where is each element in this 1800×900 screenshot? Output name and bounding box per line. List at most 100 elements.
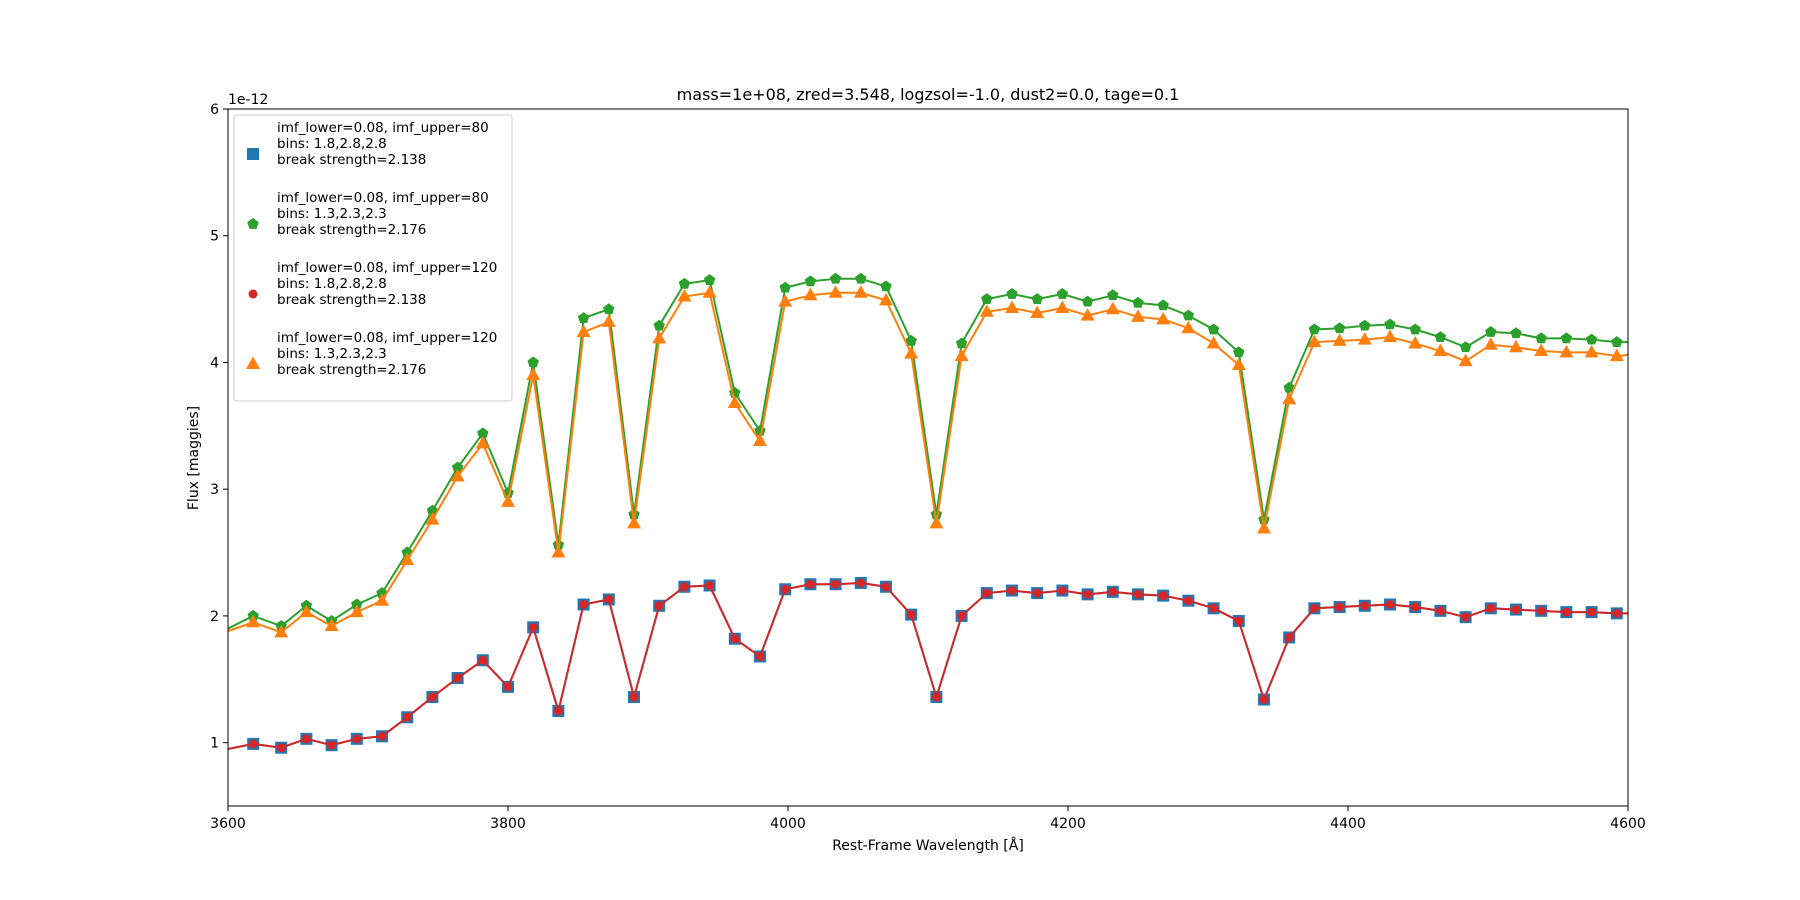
data-point-4 [1332, 333, 1347, 346]
data-point-4 [1282, 391, 1297, 405]
legend-marker-3 [248, 289, 258, 299]
data-point-4 [1005, 300, 1019, 313]
data-point-4 [778, 294, 793, 307]
data-point-2 [1157, 299, 1169, 311]
data-point-2 [527, 356, 539, 368]
data-point-2 [1233, 346, 1245, 358]
data-point-3 [402, 712, 412, 722]
data-point-4 [246, 614, 261, 628]
data-point-4 [1383, 329, 1397, 343]
data-point-3 [805, 579, 815, 589]
data-point-4 [324, 618, 339, 632]
data-point-4 [1030, 305, 1045, 319]
data-point-3 [1536, 606, 1546, 616]
data-point-4 [1458, 353, 1473, 367]
data-point-4 [702, 285, 717, 298]
data-point-3 [982, 588, 992, 598]
data-point-2 [1434, 331, 1447, 342]
data-point-3 [1209, 603, 1219, 613]
data-point-2 [905, 334, 917, 346]
x-tick-label: 4000 [770, 816, 806, 832]
data-point-4 [828, 285, 843, 298]
x-tick-label: 4200 [1050, 816, 1086, 832]
data-point-3 [352, 734, 362, 744]
data-point-3 [1158, 591, 1168, 601]
data-point-4 [1206, 335, 1221, 349]
data-point-3 [528, 622, 538, 632]
data-point-4 [475, 436, 490, 449]
data-point-4 [1584, 344, 1599, 358]
data-point-2 [1056, 288, 1069, 299]
data-point-3 [881, 582, 891, 592]
legend-entry-2-line-1: imf_lower=0.08, imf_upper=80 [277, 190, 489, 206]
data-point-4 [349, 604, 364, 618]
y-tick-label: 5 [210, 229, 219, 245]
data-point-3 [1511, 605, 1521, 615]
data-point-4 [1357, 332, 1372, 345]
data-point-2 [1611, 336, 1623, 348]
data-point-4 [400, 552, 415, 566]
data-point-4 [803, 287, 818, 301]
data-point-3 [654, 601, 664, 611]
data-point-3 [1284, 632, 1294, 642]
data-point-4 [627, 515, 641, 529]
data-point-4 [601, 314, 616, 327]
data-point-4 [677, 289, 692, 302]
data-point-3 [1032, 588, 1042, 598]
data-point-3 [327, 740, 337, 750]
data-point-2 [653, 319, 665, 331]
data-point-2 [1560, 332, 1573, 344]
data-point-3 [478, 655, 488, 665]
legend-marker-2 [247, 218, 259, 229]
y-axis-offset-label: 1e-12 [228, 92, 268, 108]
data-point-4 [979, 304, 994, 317]
data-point-2 [804, 275, 817, 287]
legend-entry-2-line-3: break strength=2.176 [277, 222, 426, 238]
data-point-4 [1131, 309, 1145, 322]
data-point-4 [954, 348, 969, 362]
legend-marker-1 [247, 148, 259, 160]
data-point-2 [351, 598, 363, 610]
data-point-2 [1585, 333, 1598, 345]
data-point-2 [1333, 322, 1346, 334]
legend-entry-4-line-2: bins: 1.3,2.3,2.3 [277, 346, 387, 362]
data-point-3 [1360, 601, 1370, 611]
y-axis-label: Flux [maggies] [186, 406, 202, 510]
legend-entry-1-line-1: imf_lower=0.08, imf_upper=80 [277, 120, 489, 136]
data-point-4 [1080, 308, 1095, 321]
data-point-3 [1259, 695, 1269, 705]
data-point-4 [576, 324, 591, 338]
data-point-3 [503, 682, 513, 692]
data-point-3 [755, 651, 765, 661]
legend-entry-1-line-2: bins: 1.8,2.8,2.8 [277, 136, 387, 152]
legend-entry-1-line-3: break strength=2.138 [277, 152, 426, 168]
data-point-3 [1461, 612, 1471, 622]
x-tick-label: 4400 [1330, 816, 1366, 832]
data-point-4 [274, 624, 289, 638]
data-point-3 [1410, 602, 1420, 612]
data-point-3 [248, 739, 258, 749]
data-point-2 [1031, 293, 1043, 304]
y-tick-label: 6 [210, 102, 219, 118]
data-point-2 [930, 508, 943, 520]
data-point-4 [753, 433, 767, 447]
data-point-4 [727, 395, 742, 409]
data-point-4 [904, 346, 919, 359]
data-point-4 [652, 330, 667, 344]
data-point-2 [1107, 289, 1119, 301]
data-point-2 [1510, 327, 1522, 339]
legend-entry-3-line-2: bins: 1.8,2.8,2.8 [277, 276, 387, 292]
data-point-2 [1359, 319, 1371, 331]
data-point-3 [679, 582, 689, 592]
data-point-3 [1007, 586, 1017, 596]
data-point-3 [1561, 607, 1571, 617]
data-point-3 [276, 743, 286, 753]
data-point-2 [628, 508, 640, 520]
data-point-4 [1559, 344, 1574, 358]
data-point-3 [1133, 589, 1143, 599]
data-point-2 [603, 303, 615, 315]
data-point-3 [1108, 587, 1118, 597]
legend-entry-3-line-1: imf_lower=0.08, imf_upper=120 [277, 260, 497, 276]
